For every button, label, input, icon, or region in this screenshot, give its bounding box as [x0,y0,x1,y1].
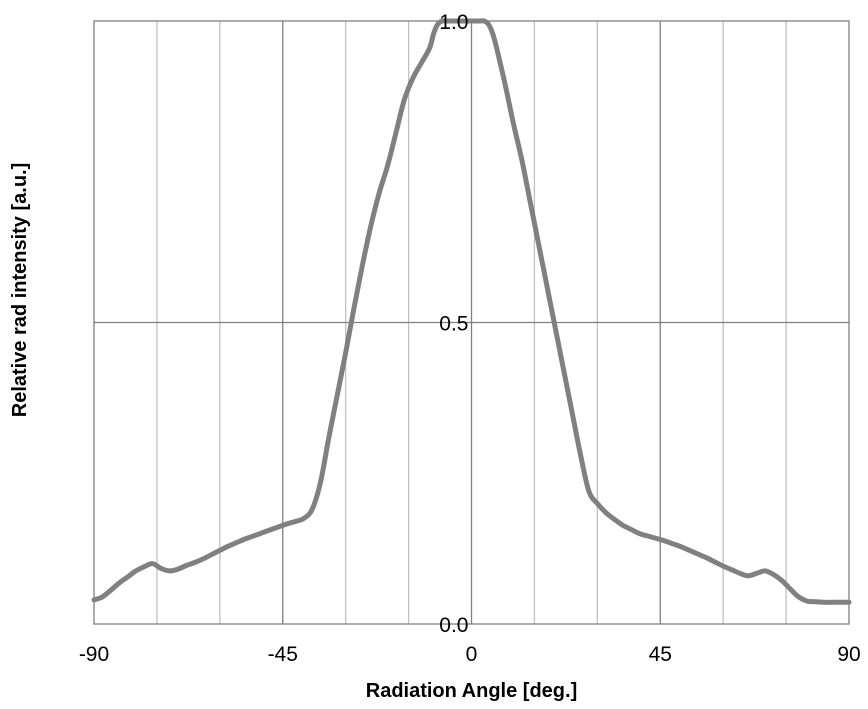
x-tick-labels: -90 -45 0 45 90 [79,643,861,666]
y-tick-label: 0.0 [439,614,468,637]
x-tick-label: 90 [837,643,860,666]
y-tick-label: 0.5 [439,313,468,336]
y-axis-title: Relative rad intensity [a.u.] [9,163,31,418]
x-tick-label: -45 [268,643,298,666]
y-tick-label: 1.0 [439,11,468,34]
series-line-layer [91,18,852,605]
x-tick-label: 45 [649,643,672,666]
x-tick-label: 0 [466,643,478,666]
y-tick-labels: 0.0 0.5 1.0 [439,11,468,637]
x-axis-title: Radiation Angle [deg.] [366,680,577,702]
major-gridlines [94,21,849,624]
series-line [91,18,852,605]
x-tick-label: -90 [79,643,109,666]
